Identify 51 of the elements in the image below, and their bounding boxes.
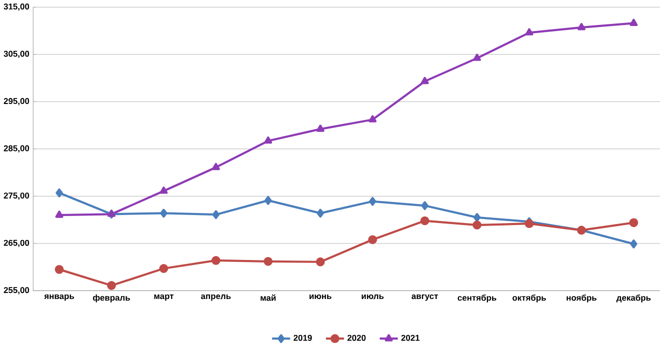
point	[473, 54, 482, 62]
x-tick-label: апрель	[201, 294, 231, 301]
point	[368, 235, 378, 244]
x-tick-label: март	[154, 294, 174, 301]
point	[630, 18, 638, 26]
y-tick-label: 265,00	[4, 240, 30, 248]
point	[421, 201, 428, 210]
point	[264, 257, 273, 266]
x-tick-label: январь	[44, 294, 74, 301]
point	[525, 28, 534, 36]
point	[630, 240, 638, 249]
point	[264, 136, 272, 144]
point	[55, 210, 64, 218]
y-tick-label: 285,00	[4, 146, 30, 153]
y-tick-label: 305,00	[4, 50, 30, 58]
point	[264, 196, 272, 206]
point	[212, 210, 220, 220]
y-tick-label: 295,00	[4, 98, 30, 106]
point	[211, 256, 220, 266]
legend-label: 2019	[294, 335, 312, 342]
x-tick-label: ноябрь	[566, 294, 596, 303]
y-tick-label: 255,00	[4, 287, 30, 295]
x-tick-label: февраль	[92, 294, 130, 303]
y-tick-label: 315,00	[4, 4, 30, 11]
point	[159, 264, 168, 274]
point	[316, 258, 325, 267]
point	[472, 220, 482, 230]
point	[577, 23, 586, 30]
point	[629, 218, 638, 228]
x-tick-label: декабрь	[616, 294, 651, 303]
point	[56, 188, 63, 198]
y-tick-label: 275,00	[4, 192, 30, 200]
point	[160, 208, 168, 218]
x-tick-label: сентябрь	[458, 294, 496, 303]
point	[368, 197, 376, 206]
point	[107, 281, 116, 290]
x-tick-label: июнь	[310, 294, 332, 300]
point	[420, 216, 430, 226]
legend-label: 2021	[401, 335, 420, 342]
point	[316, 124, 324, 132]
point	[420, 77, 429, 84]
x-tick-label: октябрь	[512, 294, 546, 303]
x-tick-label: июль	[362, 294, 384, 300]
point	[368, 115, 377, 123]
point	[316, 208, 324, 218]
x-tick-label: август	[412, 294, 438, 301]
point	[54, 265, 64, 274]
point	[160, 186, 168, 194]
x-tick-label: май	[260, 294, 276, 302]
legend-label: 2020	[347, 335, 366, 342]
point	[212, 163, 220, 170]
